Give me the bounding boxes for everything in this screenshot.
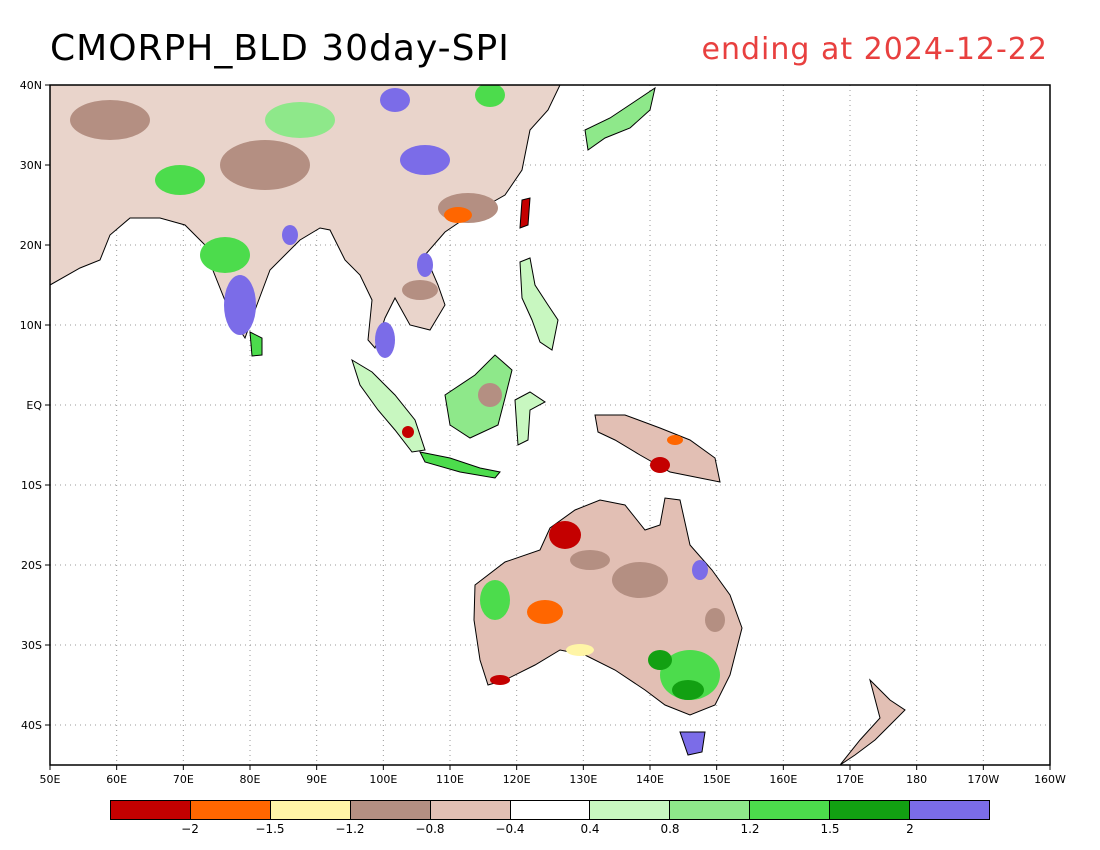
lon-tick-label: 50E bbox=[40, 773, 61, 786]
axis-labels: 50E 60E 70E 80E 90E 100E 110E 120E 130E 140E 150E 1… bbox=[20, 79, 1066, 786]
legend-swatch bbox=[910, 801, 989, 819]
legend-label: −1.2 bbox=[335, 822, 365, 836]
lon-tick-label: 170W bbox=[967, 773, 999, 786]
landmass-sulawesi bbox=[514, 391, 546, 446]
lat-tick-label: 30S bbox=[21, 639, 42, 652]
lat-tick-label: 40N bbox=[20, 79, 42, 92]
lat-tick-label: 40S bbox=[21, 719, 42, 732]
legend-swatch bbox=[430, 801, 511, 819]
legend-label: 1.2 bbox=[740, 822, 760, 836]
lon-tick-label: 160E bbox=[769, 773, 797, 786]
landmass-sri-lanka bbox=[249, 331, 263, 357]
lon-tick-label: 60E bbox=[106, 773, 127, 786]
legend-label: −0.4 bbox=[495, 822, 525, 836]
legend-labels: −2 −1.5 −1.2 −0.8 −0.4 0.4 0.8 1.2 1.5 2 bbox=[0, 822, 1100, 842]
legend-label: 2 bbox=[906, 822, 914, 836]
lat-tick-label: EQ bbox=[26, 399, 42, 412]
lon-tick-label: 130E bbox=[569, 773, 597, 786]
legend-swatch bbox=[750, 801, 831, 819]
lon-tick-label: 180 bbox=[906, 773, 927, 786]
landmass-java bbox=[419, 451, 501, 479]
legend-swatch bbox=[111, 801, 191, 819]
legend-swatch bbox=[670, 801, 751, 819]
landmass-new-zealand bbox=[839, 678, 906, 765]
land-layer bbox=[50, 85, 906, 765]
landmass-taiwan bbox=[519, 197, 531, 229]
legend-swatch bbox=[270, 801, 351, 819]
map-subtitle: ending at 2024-12-22 bbox=[701, 32, 1048, 67]
lon-tick-label: 120E bbox=[503, 773, 531, 786]
landmass-japan bbox=[584, 86, 656, 151]
legend-swatch bbox=[510, 801, 591, 819]
lon-tick-label: 80E bbox=[240, 773, 261, 786]
lat-tick-label: 20S bbox=[21, 559, 42, 572]
legend-label: 0.8 bbox=[660, 822, 680, 836]
lon-tick-label: 140E bbox=[636, 773, 664, 786]
legend-swatch bbox=[190, 801, 271, 819]
lon-tick-label: 150E bbox=[703, 773, 731, 786]
spi-map: 50E 60E 70E 80E 90E 100E 110E 120E 130E 140E 150E 1… bbox=[20, 79, 1066, 786]
lon-tick-label: 70E bbox=[173, 773, 194, 786]
lon-tick-label: 90E bbox=[306, 773, 327, 786]
legend-swatch bbox=[590, 801, 671, 819]
legend-label: −2 bbox=[181, 822, 199, 836]
lon-tick-label: 110E bbox=[436, 773, 464, 786]
legend-swatch bbox=[830, 801, 911, 819]
legend-label: −1.5 bbox=[255, 822, 285, 836]
landmass-tasmania bbox=[679, 731, 706, 756]
lon-tick-label: 160W bbox=[1034, 773, 1066, 786]
legend-swatch bbox=[350, 801, 431, 819]
lat-tick-label: 30N bbox=[20, 159, 42, 172]
map-title: CMORPH_BLD 30day-SPI bbox=[50, 28, 510, 69]
legend-label: 0.4 bbox=[580, 822, 600, 836]
legend-label: −0.8 bbox=[415, 822, 445, 836]
lon-tick-label: 170E bbox=[836, 773, 864, 786]
landmass-new-guinea bbox=[594, 414, 721, 483]
lat-tick-label: 20N bbox=[20, 239, 42, 252]
landmass-philippines bbox=[519, 257, 559, 351]
lat-tick-label: 10N bbox=[20, 319, 42, 332]
legend-label: 1.5 bbox=[820, 822, 840, 836]
lon-tick-label: 100E bbox=[369, 773, 397, 786]
map-frame bbox=[49, 84, 1051, 766]
color-legend bbox=[110, 800, 990, 820]
spi-patches bbox=[70, 85, 725, 700]
lat-tick-label: 10S bbox=[21, 479, 42, 492]
